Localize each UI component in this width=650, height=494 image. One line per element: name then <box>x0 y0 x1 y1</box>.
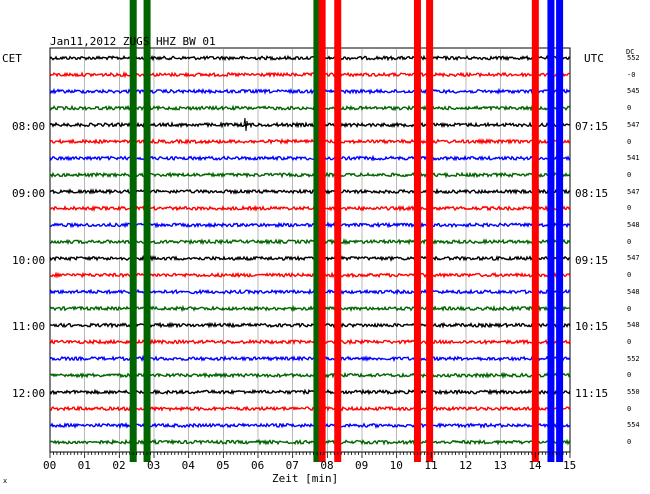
x-tick-label: 12 <box>459 459 473 472</box>
event-bands <box>129 0 564 462</box>
utc-time-label: 07:15 <box>575 120 609 133</box>
event-band <box>334 0 342 462</box>
trace-line <box>49 54 571 62</box>
event-band <box>547 0 555 462</box>
trace-line <box>49 154 571 162</box>
x-tick-label: 00 <box>43 459 57 472</box>
cet-time-label: 09:00 <box>12 187 46 200</box>
trace-line <box>49 371 571 380</box>
cet-time-label: 12:00 <box>12 387 46 400</box>
trace-line <box>49 271 571 279</box>
dc-value: 0 <box>627 371 632 380</box>
x-tick-label: 09 <box>355 459 369 472</box>
trace-line <box>49 354 571 363</box>
dc-value: 547 <box>627 187 640 196</box>
trace-line <box>49 421 571 430</box>
trace-spike <box>243 117 249 132</box>
x-axis <box>49 452 571 458</box>
trace-line <box>49 87 571 95</box>
event-band <box>318 0 326 462</box>
event-band <box>129 0 137 462</box>
corner-mark: x <box>3 477 8 485</box>
utc-time-label: 10:15 <box>575 320 609 333</box>
x-tick-label: 11 <box>424 459 438 472</box>
trace-line <box>49 204 571 213</box>
dc-value: 0 <box>627 304 632 313</box>
dc-value: 0 <box>627 438 632 447</box>
trace-line <box>49 388 571 396</box>
trace-line <box>49 254 570 263</box>
trace-line <box>49 321 571 329</box>
x-tick-label: 01 <box>77 459 91 472</box>
trace-line <box>49 405 571 413</box>
trace-line <box>50 221 571 229</box>
dc-value: 548 <box>627 321 640 330</box>
dc-value: 552 <box>627 54 640 62</box>
dc-value: 554 <box>627 421 640 430</box>
dc-value: 0 <box>627 170 632 179</box>
dc-value: 0 <box>627 404 632 413</box>
event-band <box>413 0 421 462</box>
x-tick-label: 15 <box>563 459 577 472</box>
event-band <box>531 0 539 462</box>
x-tick-label: 02 <box>112 459 126 472</box>
trace-line <box>49 438 571 446</box>
trace-line <box>49 138 571 146</box>
event-band <box>426 0 434 462</box>
trace-line <box>49 288 571 296</box>
x-tick-label: 05 <box>216 459 230 472</box>
x-tick-label: 14 <box>528 459 542 472</box>
plot-title: Jan11,2012 ZUGS HHZ BW 01 <box>50 35 216 48</box>
dc-value: 0 <box>627 271 632 280</box>
trace-line <box>49 121 571 129</box>
dc-value: 550 <box>627 388 640 396</box>
x-axis-label: Zeit [min] <box>272 472 339 485</box>
cet-time-label: 11:00 <box>12 320 46 333</box>
x-tick-label: 08 <box>320 459 334 472</box>
dc-value: 547 <box>627 120 640 129</box>
cet-time-label: 10:00 <box>12 254 46 267</box>
trace-line <box>49 187 571 196</box>
dc-label: DC <box>626 48 635 56</box>
x-tick-label: 13 <box>493 459 507 472</box>
dc-value: 547 <box>627 254 640 263</box>
x-tick-label: 03 <box>147 459 161 472</box>
cet-time-label: 08:00 <box>12 120 46 133</box>
dc-value: 0 <box>627 104 632 113</box>
event-band <box>143 0 151 462</box>
event-band <box>556 0 564 462</box>
trace-line <box>49 70 570 79</box>
dc-value: 0 <box>627 237 632 246</box>
x-tick-label: 06 <box>251 459 265 472</box>
event-band <box>313 0 321 462</box>
trace-line <box>49 238 571 246</box>
dc-value: 552 <box>627 354 640 363</box>
x-tick-label: 07 <box>285 459 299 472</box>
seismogram-traces <box>49 54 571 446</box>
trace-line <box>49 171 571 179</box>
x-tick-label: 10 <box>389 459 403 472</box>
trace-line <box>49 304 571 313</box>
utc-time-label: 08:15 <box>575 187 609 200</box>
utc-label: UTC <box>584 52 604 65</box>
utc-time-label: 11:15 <box>575 387 609 400</box>
cet-label: CET <box>2 52 22 65</box>
x-tick-label: 04 <box>181 459 195 472</box>
dc-value: 548 <box>627 287 640 296</box>
dc-value: 548 <box>627 221 640 229</box>
dc-value: 0 <box>627 337 632 346</box>
trace-line <box>49 338 571 346</box>
utc-time-label: 09:15 <box>575 254 609 267</box>
trace-line <box>49 104 571 112</box>
dc-value: -0 <box>627 70 636 79</box>
dc-value: 0 <box>627 204 632 213</box>
dc-value: 0 <box>627 137 632 146</box>
dc-value: 541 <box>627 154 640 163</box>
dc-value: 545 <box>627 87 640 96</box>
